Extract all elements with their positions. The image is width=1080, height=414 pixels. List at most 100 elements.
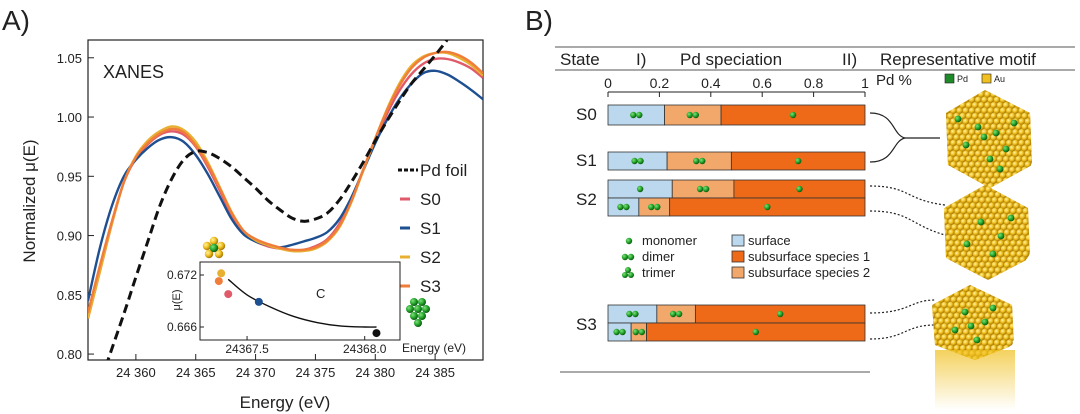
au-atom	[1030, 129, 1032, 136]
au-atom	[984, 91, 991, 98]
au-atom	[1016, 250, 1023, 258]
trimer-icon	[625, 267, 631, 273]
au-atom	[1010, 197, 1017, 204]
au-atom	[946, 139, 951, 147]
au-atom	[984, 177, 991, 184]
au-atom	[993, 96, 1001, 104]
au-atom	[991, 240, 998, 247]
au-atom	[1000, 307, 1007, 314]
au-atom	[1024, 150, 1032, 157]
au-atom	[969, 213, 977, 220]
au-atom	[947, 344, 954, 352]
au-atom	[982, 234, 989, 242]
au-atom	[972, 155, 979, 163]
au-atom	[1000, 267, 1008, 274]
au-atom	[953, 166, 960, 174]
au-atom	[954, 261, 961, 269]
au-atom	[966, 312, 973, 319]
species-swatch	[731, 266, 745, 279]
au-atom	[962, 172, 970, 179]
au-atom	[1012, 96, 1019, 104]
au-atom	[1012, 107, 1019, 114]
au-atom	[950, 139, 957, 147]
au-atom	[972, 91, 979, 98]
au-atom	[1009, 145, 1016, 152]
au-atom	[1019, 245, 1026, 252]
series-line-s2	[88, 51, 483, 319]
au-atom	[941, 312, 948, 319]
au-atom	[969, 256, 977, 263]
au-atom	[985, 229, 992, 236]
legend-label: S0	[420, 190, 441, 209]
au-atom	[1013, 256, 1020, 263]
trimer-icon	[628, 272, 634, 278]
au-atom	[959, 177, 966, 184]
au-atom	[972, 291, 979, 298]
au-atom	[972, 301, 979, 309]
x-tick-label: 24 380	[355, 365, 395, 380]
au-atom	[993, 107, 1001, 114]
au-atom	[944, 224, 946, 231]
au-atom	[953, 344, 961, 352]
au-atom	[969, 191, 977, 198]
au-atom	[951, 245, 958, 252]
au-atom	[956, 96, 963, 104]
monomer-icon	[776, 310, 784, 318]
au-atom	[1003, 177, 1010, 184]
au-atom	[1015, 102, 1022, 109]
au-atom	[1013, 234, 1020, 242]
au-atom	[959, 166, 966, 174]
au-atom	[988, 224, 995, 231]
au-atom	[968, 129, 976, 136]
nanoparticle-motif-1	[946, 90, 1032, 188]
au-atom	[984, 145, 991, 152]
au-atom	[1024, 129, 1032, 136]
au-atom	[1003, 123, 1010, 130]
au-atom	[975, 296, 982, 303]
au-atom	[1009, 134, 1016, 141]
au-atom	[944, 218, 949, 226]
au-atom	[1018, 172, 1025, 179]
au-atom	[968, 139, 976, 147]
au-atom	[966, 285, 973, 287]
dimer-icon	[626, 310, 633, 318]
au-atom	[959, 155, 966, 163]
au-atom	[941, 334, 948, 341]
au-atom	[944, 296, 951, 303]
au-atom	[950, 129, 957, 136]
au-atom	[1010, 229, 1017, 236]
au-atom	[999, 139, 1007, 147]
au-atom	[935, 334, 942, 341]
au-atom	[963, 328, 970, 336]
au-atom	[1016, 197, 1023, 204]
au-atom	[1019, 256, 1026, 263]
au-atom	[984, 291, 992, 298]
au-atom	[960, 218, 967, 225]
stacked-bars: S0 S1 S2 S3	[576, 104, 866, 342]
header-col-2: II)	[842, 50, 857, 69]
au-atom	[956, 285, 964, 292]
au-atom	[1004, 229, 1011, 236]
au-atom	[978, 312, 985, 319]
au-atom	[946, 123, 948, 131]
au-atom	[1000, 318, 1007, 325]
au-atom	[946, 118, 951, 125]
au-atom	[932, 307, 939, 314]
au-atom	[957, 202, 964, 209]
au-atom	[972, 102, 979, 109]
inset-points	[214, 269, 381, 338]
au-atom	[1027, 112, 1032, 120]
y-tick-label: 0.95	[57, 169, 82, 184]
au-atom	[947, 334, 954, 341]
x-axis-label: Energy (eV)	[240, 393, 331, 412]
au-atom	[987, 118, 994, 125]
au-atom	[1003, 166, 1010, 174]
au-atom	[957, 245, 964, 252]
au-atom	[1009, 102, 1016, 109]
au-atom	[987, 161, 994, 168]
au-atom	[965, 112, 973, 120]
au-atom	[997, 186, 1005, 193]
au-atom	[1006, 107, 1013, 114]
au-atom	[954, 250, 961, 258]
pd-atom	[989, 304, 997, 312]
